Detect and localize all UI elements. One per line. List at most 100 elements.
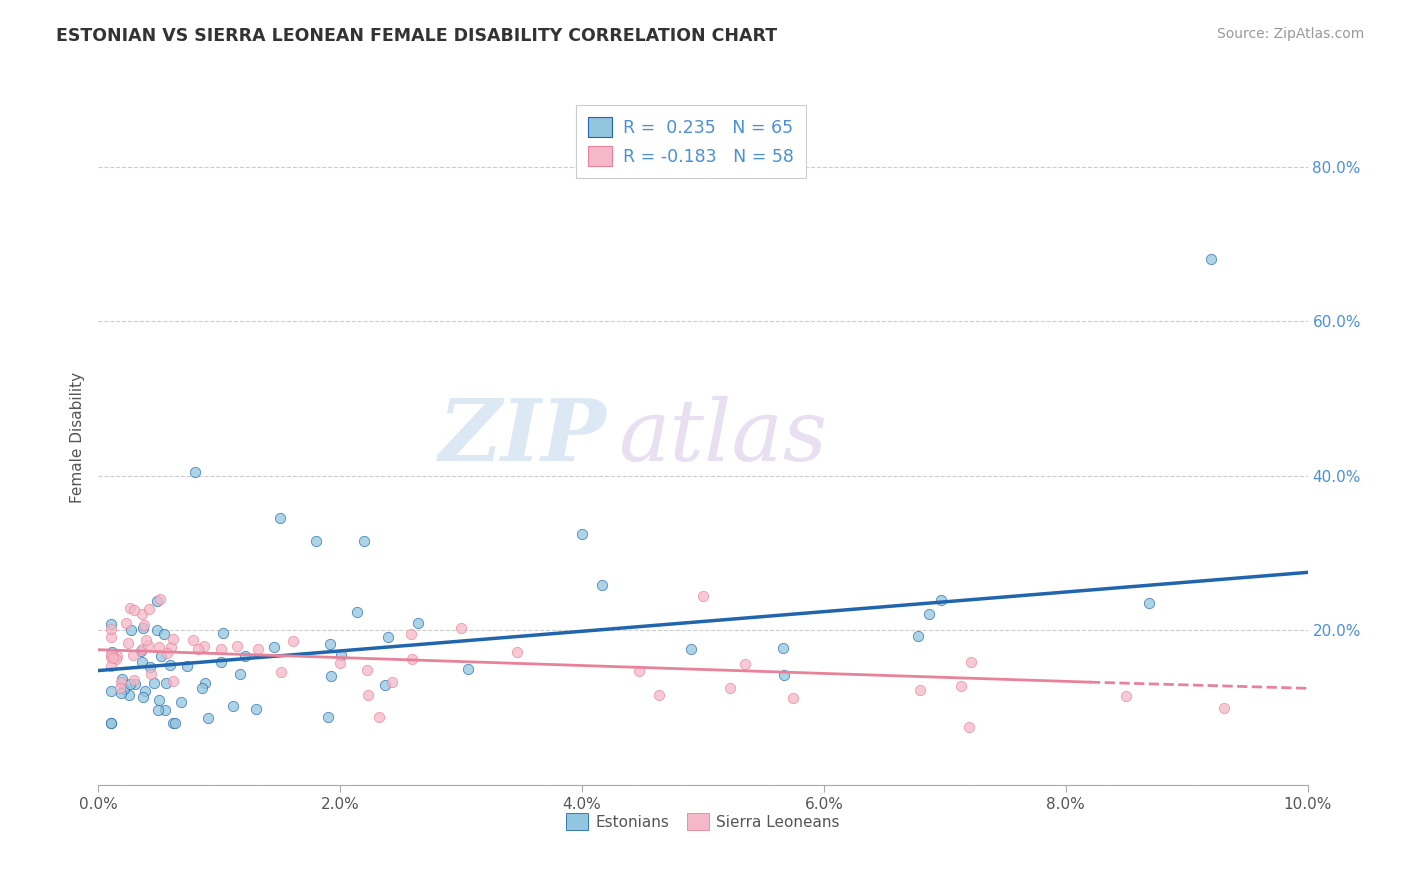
Point	[143, 676, 166, 690]
Point	[107, 648, 129, 663]
Text: ESTONIAN VS SIERRA LEONEAN FEMALE DISABILITY CORRELATION CHART: ESTONIAN VS SIERRA LEONEAN FEMALE DISABI…	[56, 27, 778, 45]
Point	[929, 593, 952, 607]
Point	[162, 674, 184, 689]
Point	[152, 627, 174, 641]
Point	[681, 642, 703, 657]
Point	[1199, 252, 1222, 267]
Point	[146, 703, 169, 717]
Point	[155, 703, 177, 717]
Point	[316, 710, 339, 724]
Point	[225, 640, 247, 654]
Point	[181, 632, 204, 647]
Point	[132, 621, 155, 635]
Point	[381, 674, 404, 689]
Point	[132, 690, 155, 705]
Point	[305, 534, 328, 549]
Point	[957, 720, 980, 734]
Point	[131, 655, 153, 669]
Point	[734, 657, 756, 672]
Point	[211, 626, 233, 640]
Point	[718, 681, 741, 695]
Point	[111, 672, 134, 686]
Y-axis label: Female Disability: Female Disability	[69, 371, 84, 503]
Point	[960, 655, 983, 669]
Point	[908, 682, 931, 697]
Point	[246, 642, 269, 657]
Point	[187, 642, 209, 657]
Point	[100, 716, 122, 731]
Point	[138, 602, 160, 616]
Point	[138, 638, 160, 652]
Point	[692, 589, 714, 603]
Text: atlas: atlas	[619, 396, 828, 478]
Point	[118, 677, 141, 691]
Point	[139, 660, 162, 674]
Point	[100, 684, 122, 698]
Point	[907, 630, 929, 644]
Point	[100, 647, 122, 661]
Point	[194, 676, 217, 690]
Point	[110, 675, 132, 690]
Point	[131, 642, 153, 657]
Point	[270, 665, 292, 680]
Point	[110, 686, 132, 700]
Point	[139, 666, 162, 681]
Point	[368, 710, 391, 724]
Point	[159, 657, 181, 672]
Point	[263, 640, 285, 655]
Point	[105, 651, 128, 665]
Point	[772, 640, 794, 655]
Point	[118, 600, 141, 615]
Point	[408, 616, 430, 631]
Point	[134, 684, 156, 698]
Point	[949, 679, 972, 693]
Point	[118, 689, 141, 703]
Point	[647, 689, 669, 703]
Point	[100, 631, 122, 645]
Point	[197, 710, 219, 724]
Point	[269, 511, 291, 525]
Point	[115, 615, 138, 630]
Point	[100, 716, 122, 731]
Point	[374, 678, 396, 692]
Point	[357, 688, 380, 702]
Point	[124, 677, 146, 691]
Point	[506, 645, 529, 659]
Legend: Estonians, Sierra Leoneans: Estonians, Sierra Leoneans	[560, 806, 846, 837]
Point	[117, 636, 139, 650]
Point	[103, 650, 125, 665]
Point	[100, 617, 122, 632]
Point	[169, 695, 191, 709]
Point	[100, 649, 122, 664]
Point	[131, 607, 153, 621]
Point	[156, 646, 179, 660]
Point	[108, 681, 131, 695]
Point	[401, 651, 423, 665]
Point	[229, 667, 252, 681]
Point	[346, 605, 368, 619]
Point	[571, 526, 593, 541]
Point	[155, 675, 177, 690]
Point	[129, 644, 152, 658]
Point	[1137, 596, 1160, 610]
Point	[457, 662, 479, 676]
Point	[150, 649, 173, 664]
Point	[121, 648, 143, 662]
Point	[100, 622, 122, 636]
Point	[353, 534, 375, 549]
Point	[149, 591, 172, 606]
Point	[148, 640, 170, 655]
Point	[1115, 689, 1137, 703]
Point	[100, 659, 122, 673]
Text: Source: ZipAtlas.com: Source: ZipAtlas.com	[1216, 27, 1364, 41]
Point	[162, 632, 184, 647]
Point	[191, 681, 214, 696]
Point	[209, 655, 232, 669]
Point	[782, 691, 804, 706]
Point	[145, 623, 167, 637]
Point	[591, 578, 613, 592]
Point	[112, 682, 135, 697]
Point	[122, 673, 145, 688]
Text: ZIP: ZIP	[439, 395, 606, 479]
Point	[330, 648, 353, 663]
